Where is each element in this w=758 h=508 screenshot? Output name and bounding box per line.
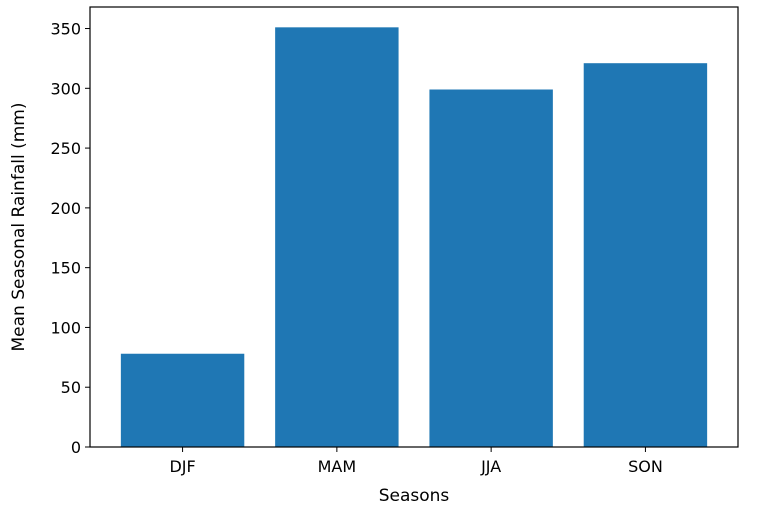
bar-son — [583, 63, 708, 447]
y-tick-label: 50 — [61, 378, 81, 397]
y-tick-label: 150 — [50, 259, 81, 278]
plot-frame — [89, 6, 739, 448]
y-tick-label: 350 — [50, 20, 81, 39]
x-tick-label: MAM — [318, 457, 357, 476]
x-axis-label: Seasons — [379, 486, 450, 506]
x-tick-label: DJF — [169, 457, 195, 476]
y-tick-label: 100 — [50, 318, 81, 337]
x-tick-label: JJA — [480, 457, 501, 476]
x-axis-ticks: DJF MAM JJA SON — [169, 447, 663, 476]
bar-mam — [275, 27, 399, 448]
x-tick-label: SON — [628, 457, 663, 476]
y-tick-label: 250 — [50, 139, 81, 158]
bar-djf — [120, 353, 245, 447]
y-tick-label: 200 — [50, 199, 81, 218]
y-tick-label: 300 — [50, 79, 81, 98]
y-tick-label: 0 — [71, 438, 81, 457]
bar-jja — [429, 89, 553, 447]
bars-layer — [120, 27, 708, 448]
y-axis-ticks: 0 50 100 150 200 250 300 350 — [50, 20, 90, 457]
y-axis-label: Mean Seasonal Rainfall (mm) — [9, 103, 29, 352]
